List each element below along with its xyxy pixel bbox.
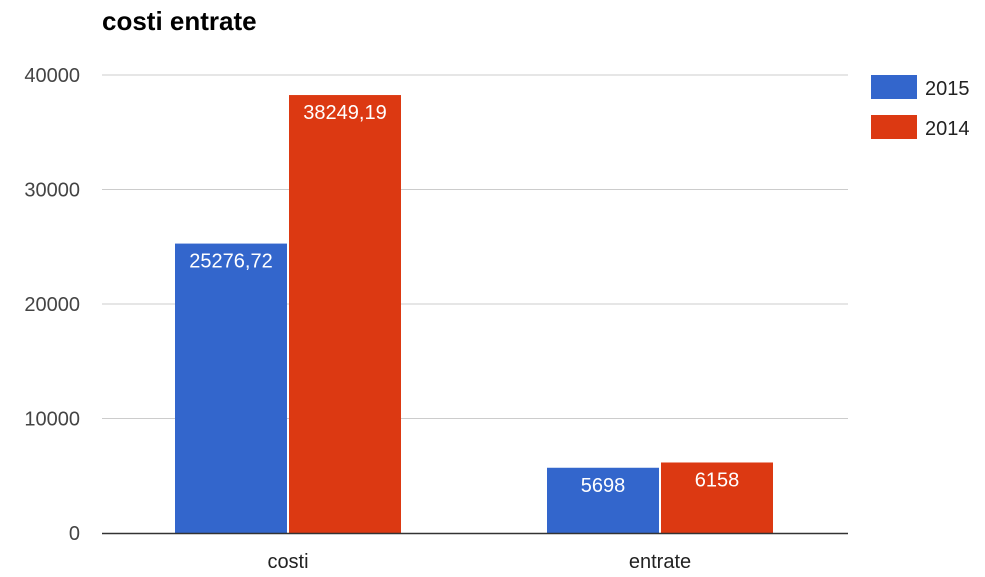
data-label-costi-2015: 25276,72 (189, 251, 272, 273)
y-tick-label: 0 (69, 523, 80, 545)
bar-entrate-2014 (661, 462, 773, 533)
y-tick-label: 20000 (24, 294, 80, 316)
x-tick-label: entrate (629, 551, 691, 573)
legend: 2015 2014 (871, 75, 970, 140)
bar-costi-2014 (289, 95, 401, 533)
x-axis-ticks: costi entrate (267, 551, 691, 573)
y-tick-label: 10000 (24, 409, 80, 431)
bar-entrate-2015 (547, 467, 659, 533)
legend-swatch-2015 (871, 75, 917, 99)
chart-title: costi entrate (102, 6, 257, 36)
data-labels: 25276,72 38249,19 5698 6158 (189, 102, 739, 497)
legend-label: 2015 (925, 78, 970, 100)
x-tick-label: costi (267, 551, 308, 573)
data-label-entrate-2014: 6158 (695, 469, 740, 491)
bars (175, 95, 773, 534)
y-axis-ticks: 0 10000 20000 30000 40000 (24, 65, 80, 545)
data-label-costi-2014: 38249,19 (303, 102, 386, 124)
legend-swatch-2014 (871, 115, 917, 139)
legend-label: 2014 (925, 118, 970, 140)
data-label-entrate-2015: 5698 (581, 475, 626, 497)
y-tick-label: 30000 (24, 180, 80, 202)
y-tick-label: 40000 (24, 65, 80, 87)
bar-costi-2015 (175, 243, 287, 534)
